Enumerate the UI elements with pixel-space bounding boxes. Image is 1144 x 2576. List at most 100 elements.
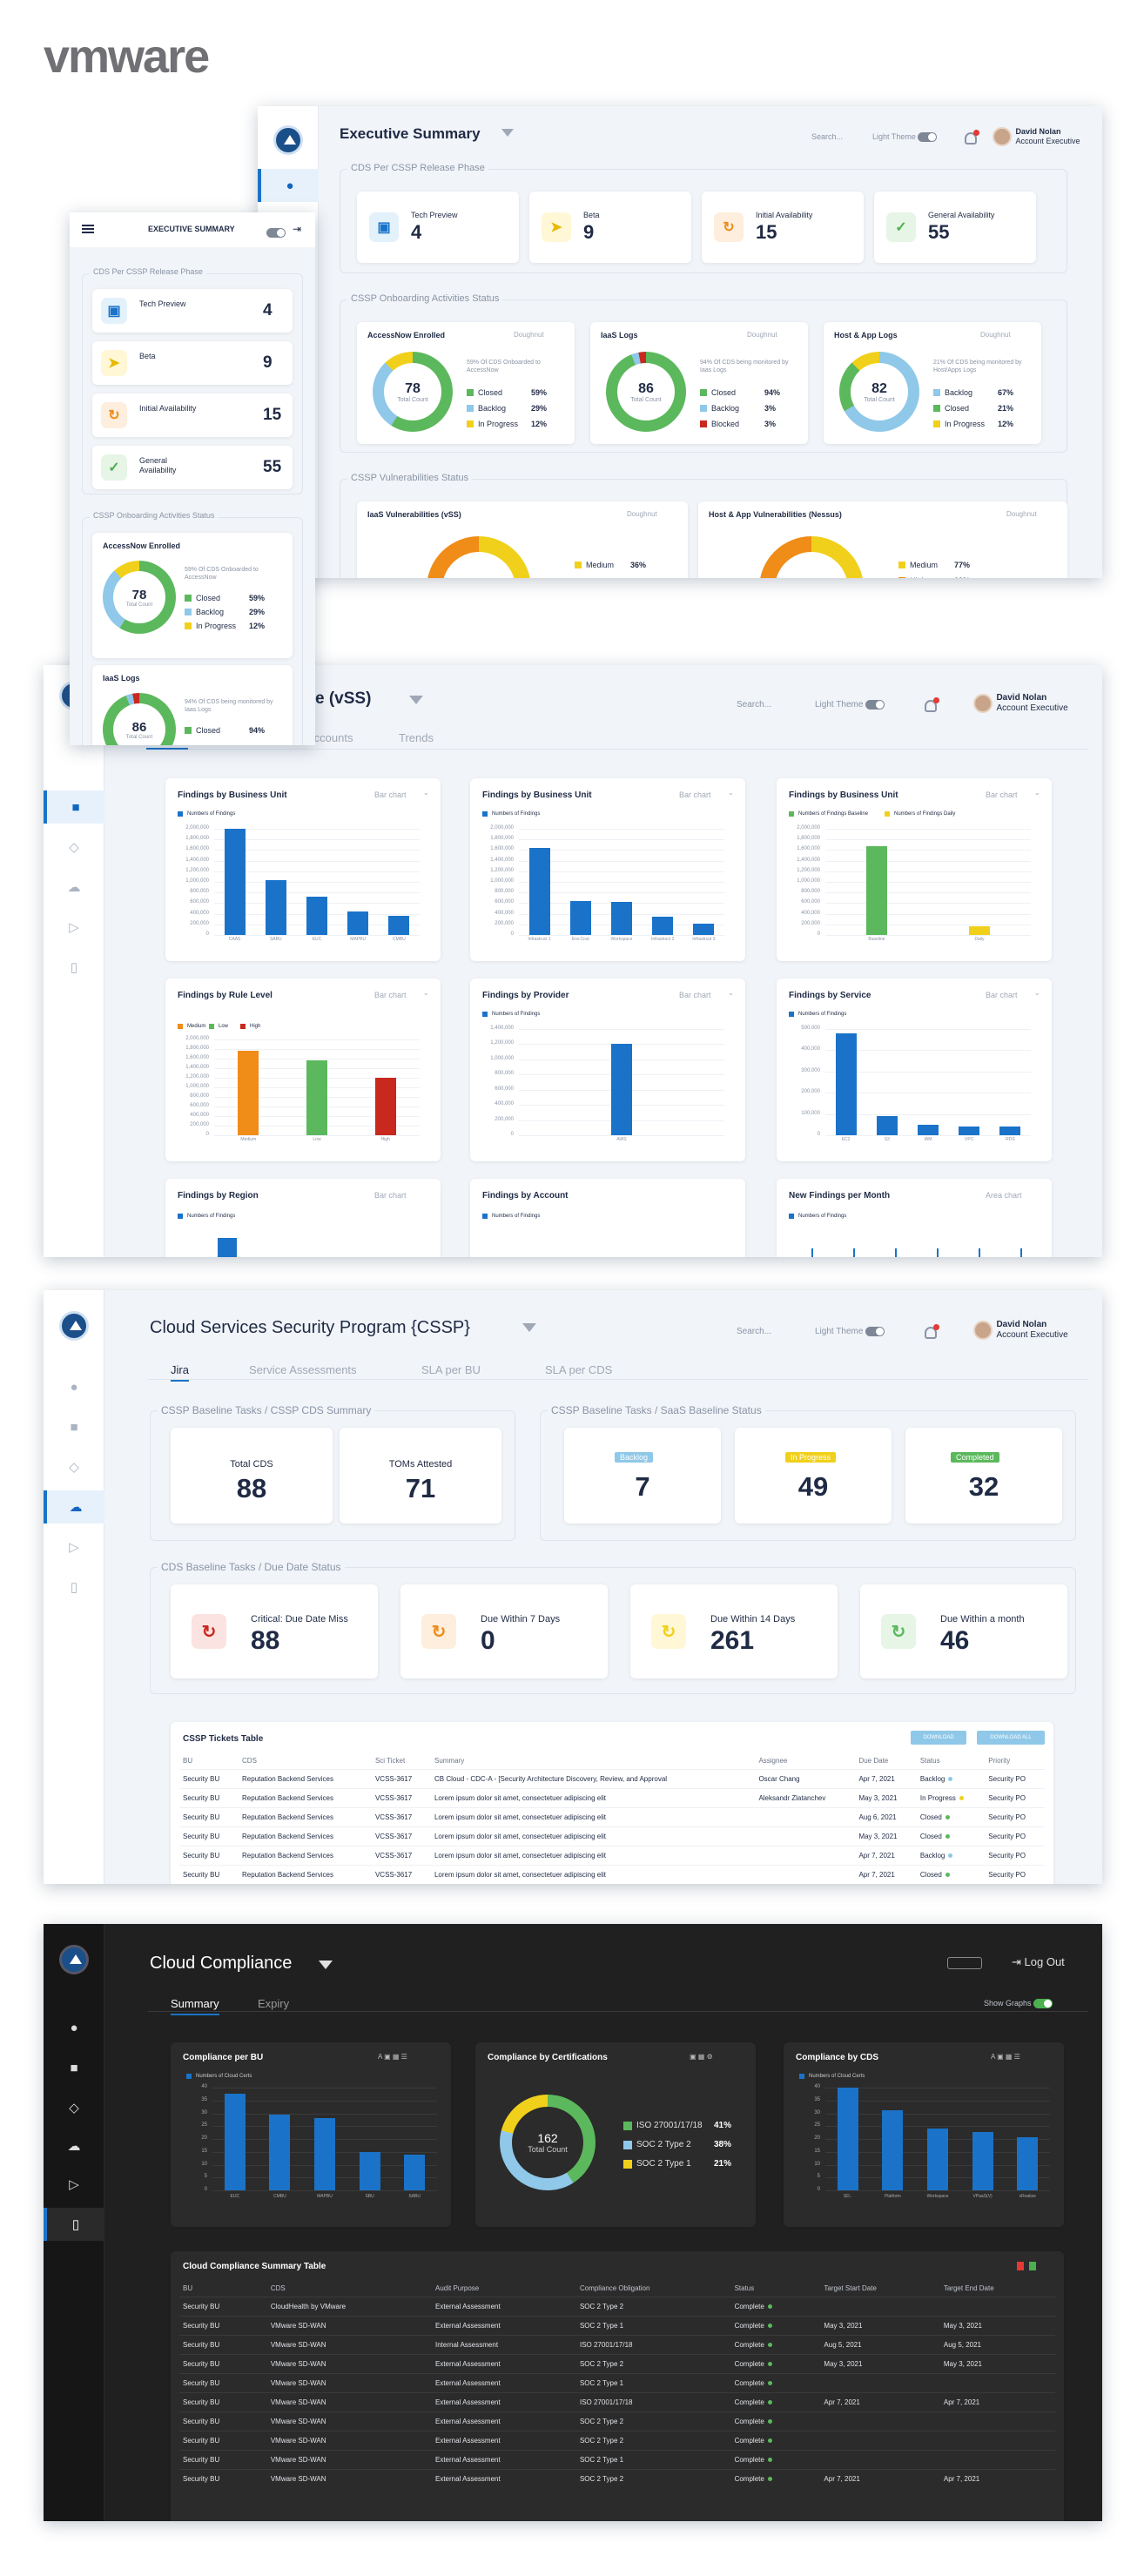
tab-2[interactable]: SLA per BU — [421, 1363, 481, 1376]
chevron-down-icon[interactable]: ⌄ — [728, 989, 734, 997]
user-icon[interactable]: ● — [70, 1379, 78, 1395]
trash-icon[interactable]: ▯ — [44, 2208, 104, 2241]
table-row[interactable]: Security BU VMware SD-WAN Internal Assessm… — [179, 2334, 1055, 2354]
column-header[interactable]: Priority — [988, 1757, 1011, 1766]
trash-icon[interactable]: ▯ — [70, 960, 78, 975]
tab-accounts[interactable]: Accounts — [306, 731, 353, 744]
cloud-icon[interactable]: ☁ — [67, 880, 81, 895]
shield-icon[interactable]: ◇ — [69, 2101, 79, 2115]
send-icon[interactable]: ▷ — [69, 920, 79, 935]
bar[interactable] — [835, 1032, 857, 1135]
bar[interactable] — [999, 1127, 1021, 1135]
bar[interactable] — [314, 2118, 335, 2190]
table-row[interactable]: Security BU Reputation Backend Services VC… — [179, 1768, 1045, 1788]
bar[interactable] — [238, 1051, 259, 1135]
bar[interactable] — [224, 829, 246, 935]
logout-icon[interactable]: ⇥ — [293, 223, 302, 235]
bar[interactable] — [269, 2114, 291, 2190]
column-header[interactable]: CDS — [242, 1757, 257, 1766]
chart-type-select[interactable]: Bar chart — [679, 991, 711, 999]
column-header[interactable]: Summary — [434, 1757, 465, 1766]
column-header[interactable]: Status — [734, 2284, 755, 2293]
hamburger-icon[interactable] — [82, 225, 94, 233]
bar[interactable] — [882, 2109, 904, 2190]
excel-export-icon[interactable] — [1029, 2262, 1036, 2270]
theme-toggle[interactable] — [865, 700, 885, 710]
language-select[interactable] — [947, 1957, 982, 1969]
column-header[interactable]: Due Date — [858, 1757, 889, 1766]
chart-type-select[interactable]: Bar chart — [374, 991, 407, 999]
lock-icon[interactable]: ■ — [70, 1419, 78, 1435]
chart-type-select[interactable]: Bar chart — [374, 790, 407, 799]
column-header[interactable]: Assignee — [758, 1757, 788, 1766]
tab-0[interactable]: Jira — [171, 1363, 189, 1382]
theme-toggle[interactable] — [865, 1327, 885, 1336]
chart-type-select[interactable]: Bar chart — [374, 1191, 407, 1200]
chevron-down-icon[interactable]: ⌄ — [423, 789, 429, 797]
table-row[interactable]: Security BU Reputation Backend Services VC… — [179, 1864, 1045, 1884]
send-icon[interactable]: ▷ — [69, 2177, 79, 2192]
cloud-icon[interactable]: ☁ — [44, 1490, 104, 1523]
table-row[interactable]: Security BU VMware SD-WAN External Assessm… — [179, 2449, 1055, 2469]
mobile-theme-toggle[interactable] — [266, 228, 286, 239]
column-header[interactable]: Target End Date — [943, 2284, 994, 2293]
chart-type-select[interactable]: Bar chart — [986, 991, 1018, 999]
notification-icon[interactable] — [925, 696, 939, 712]
bar[interactable] — [218, 1238, 237, 1257]
logout-button[interactable]: ⇥ Log Out — [1012, 1955, 1065, 1968]
tab-summary[interactable]: Summary — [171, 1997, 219, 2015]
bar[interactable] — [306, 1060, 327, 1135]
bar[interactable] — [224, 2094, 246, 2190]
column-header[interactable]: BU — [183, 1757, 193, 1766]
shield-icon[interactable]: ◇ — [69, 840, 79, 855]
bar[interactable] — [528, 847, 550, 935]
bar[interactable] — [347, 911, 369, 935]
app-logo[interactable] — [273, 125, 303, 155]
table-row[interactable]: Security BU VMware SD-WAN External Assessm… — [179, 2411, 1055, 2431]
table-row[interactable]: Security BU VMware SD-WAN External Assessm… — [179, 2391, 1055, 2411]
bar[interactable] — [972, 2131, 993, 2190]
chart-type-select[interactable]: Doughnut — [980, 331, 1011, 339]
chart-tools-icon[interactable]: ▣ ▦ ⚙ — [690, 2053, 713, 2061]
theme-toggle[interactable] — [918, 132, 938, 143]
column-header[interactable]: Sci Ticket — [374, 1757, 406, 1766]
chart-type-select[interactable]: Bar chart — [986, 790, 1018, 799]
column-header[interactable]: Audit Purpose — [435, 2284, 480, 2293]
table-row[interactable]: Security BU VMware SD-WAN External Assessm… — [179, 2372, 1055, 2392]
notification-icon[interactable] — [925, 1323, 939, 1339]
bar[interactable] — [611, 1044, 632, 1135]
app-logo[interactable] — [59, 1311, 89, 1341]
bar[interactable] — [837, 2088, 858, 2190]
lock-icon[interactable]: ■ — [70, 2060, 78, 2075]
table-row[interactable]: Security BU Reputation Backend Services VC… — [179, 1845, 1045, 1865]
bar[interactable] — [404, 2154, 426, 2190]
column-header[interactable]: Compliance Obligation — [579, 2284, 650, 2293]
download-button[interactable]: DOWNLOAD — [911, 1731, 966, 1745]
column-header[interactable]: Target Start Date — [824, 2284, 877, 2293]
bar[interactable] — [1017, 2136, 1039, 2190]
cloud-icon[interactable]: ☁ — [67, 2139, 81, 2154]
download-all-button[interactable]: DOWNLOAD ALL — [977, 1731, 1045, 1745]
chart-type-select[interactable]: Area chart — [986, 1191, 1022, 1200]
bar[interactable] — [306, 897, 327, 935]
bar[interactable] — [652, 917, 674, 935]
table-row[interactable]: Security BU CloudHealth by VMware External… — [179, 2296, 1055, 2316]
filter-icon[interactable] — [501, 129, 514, 137]
table-row[interactable]: Security BU VMware SD-WAN External Assessm… — [179, 2468, 1055, 2488]
search-input[interactable]: Search... — [737, 700, 772, 710]
bar[interactable] — [927, 2129, 948, 2190]
search-input[interactable]: Search... — [811, 132, 844, 141]
chart-tools-icon[interactable]: A ▣ ▦ ☰ — [378, 2053, 407, 2061]
chart-type-select[interactable]: Doughnut — [747, 331, 777, 339]
bar[interactable] — [969, 926, 990, 935]
chevron-down-icon[interactable]: ⌄ — [1034, 989, 1040, 997]
tab-1[interactable]: Service Assessments — [249, 1363, 357, 1376]
bar[interactable] — [374, 1078, 396, 1135]
chart-type-select[interactable]: Bar chart — [679, 790, 711, 799]
bar[interactable] — [569, 900, 591, 935]
chart-tools-icon[interactable]: A ▣ ▦ ☰ — [991, 2053, 1020, 2061]
user-icon[interactable]: ● — [70, 2020, 78, 2035]
lock-icon[interactable]: ■ — [44, 790, 104, 824]
user-menu[interactable]: David Nolan Account Executive — [993, 127, 1080, 146]
bar[interactable] — [918, 1124, 939, 1135]
